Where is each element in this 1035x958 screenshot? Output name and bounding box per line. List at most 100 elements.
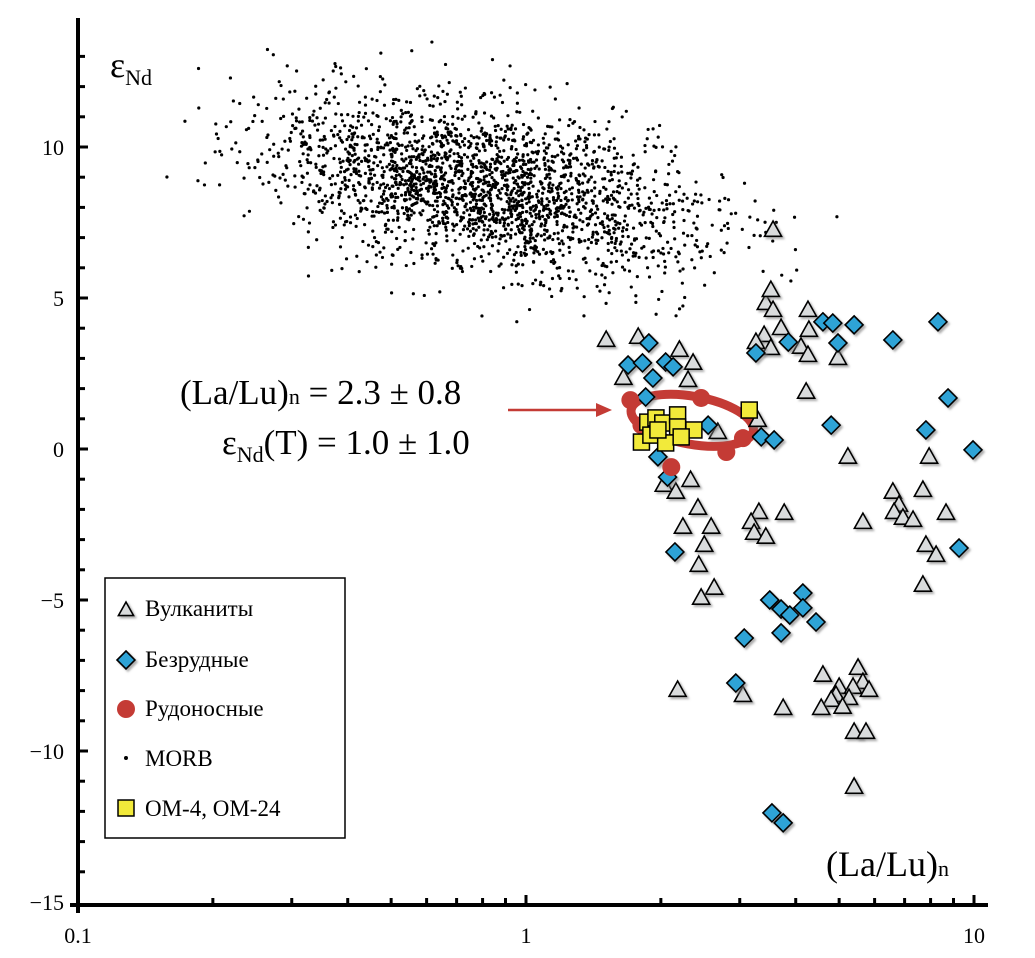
morb-point (527, 200, 531, 204)
morb-point (511, 131, 515, 135)
volcanics-point (774, 502, 795, 521)
morb-point (543, 223, 547, 228)
morb-point (394, 236, 399, 241)
morb-point (515, 110, 519, 114)
morb-point (490, 170, 494, 175)
morb-point (469, 141, 473, 146)
morb-point (312, 109, 316, 113)
morb-point (683, 295, 687, 300)
barren-point (805, 611, 827, 633)
morb-point (471, 170, 475, 175)
morb-point (330, 174, 335, 178)
morb-point (548, 234, 552, 238)
morb-point (496, 124, 500, 128)
morb-point (552, 261, 556, 265)
morb-point (483, 165, 487, 170)
morb-point (396, 212, 400, 216)
morb-point (490, 157, 494, 161)
morb-point (489, 114, 494, 118)
morb-point (283, 139, 287, 143)
morb-point (613, 219, 617, 223)
morb-point (541, 247, 545, 251)
morb-point (344, 257, 349, 261)
morb-point (502, 211, 506, 215)
morb-point (490, 235, 494, 239)
morb-point (559, 150, 564, 154)
annotation-arrow (508, 403, 612, 417)
morb-point (566, 269, 571, 273)
morb-point (666, 172, 671, 176)
morb-point (516, 282, 520, 286)
morb-point (408, 140, 412, 144)
morb-point (538, 209, 542, 213)
morb-point (590, 158, 595, 163)
morb-point (634, 294, 638, 298)
morb-point (551, 198, 556, 202)
morb-point (657, 208, 661, 212)
morb-point (277, 155, 281, 159)
morb-point (516, 216, 521, 221)
morb-point (494, 140, 498, 144)
morb-point (333, 182, 337, 186)
morb-point (435, 204, 440, 208)
morb-point (485, 138, 489, 143)
volcanics-point (882, 481, 903, 499)
morb-point (490, 231, 494, 236)
morb-point (435, 156, 440, 161)
morb-point (771, 239, 775, 243)
morb-point (434, 241, 438, 245)
morb-point (336, 101, 340, 106)
morb-point (467, 224, 471, 228)
morb-point (555, 222, 559, 227)
morb-point (454, 134, 458, 138)
morb-point (356, 198, 360, 203)
morb-point (512, 186, 516, 191)
morb-point (256, 159, 260, 164)
morb-point (213, 150, 217, 154)
morb-point (695, 214, 700, 218)
morb-point (437, 190, 441, 195)
morb-point (413, 132, 417, 137)
morb-point (356, 114, 360, 118)
volcanics-point (798, 344, 818, 363)
morb-point (551, 258, 556, 262)
morb-point (512, 157, 516, 162)
morb-point (528, 240, 532, 244)
morb-point (266, 133, 270, 137)
morb-point (643, 150, 647, 154)
morb-point (756, 218, 760, 222)
ore-point (717, 443, 736, 462)
legend-diamond-icon (115, 649, 137, 671)
morb-point (356, 162, 361, 166)
morb-point (646, 205, 651, 209)
morb-point (448, 164, 452, 168)
morb-point (669, 149, 673, 154)
morb-point (469, 159, 473, 163)
volcanics-point (926, 544, 947, 563)
morb-point (576, 134, 581, 138)
morb-point (401, 166, 405, 170)
morb-point (288, 90, 292, 94)
morb-point (644, 206, 648, 210)
morb-point (587, 237, 591, 242)
barren-point (642, 367, 664, 389)
morb-point (421, 209, 425, 213)
morb-point (423, 148, 427, 152)
morb-point (289, 130, 293, 135)
morb-point (425, 178, 429, 182)
morb-point (609, 193, 614, 197)
morb-point (343, 176, 347, 180)
morb-point (531, 109, 535, 113)
morb-point (410, 185, 414, 189)
morb-point (327, 101, 331, 105)
morb-point (312, 189, 316, 193)
morb-point (540, 202, 544, 206)
morb-point (286, 148, 290, 152)
morb-point (651, 249, 656, 253)
morb-point (397, 98, 401, 102)
morb-point (369, 147, 373, 152)
morb-point (396, 142, 400, 146)
morb-point (542, 204, 546, 209)
morb-point (587, 216, 592, 220)
morb-point (545, 197, 549, 201)
